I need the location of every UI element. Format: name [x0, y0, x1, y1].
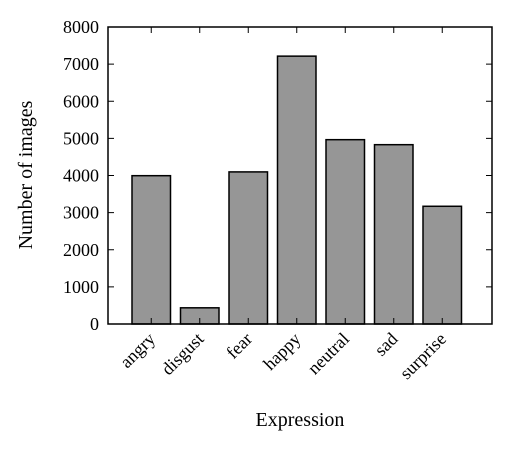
- y-tick-label-7000: 7000: [63, 54, 99, 74]
- y-axis-label: Number of images: [15, 100, 37, 249]
- x-tick-label-disgust: disgust: [157, 329, 207, 379]
- bar-surprise: [422, 205, 463, 325]
- x-tick-label-sad: sad: [370, 329, 401, 360]
- bar-sad: [373, 143, 414, 325]
- bars-group: [131, 55, 463, 325]
- y-tick-label-1000: 1000: [63, 277, 99, 297]
- x-tick-label-neutral: neutral: [304, 329, 353, 378]
- y-axis-ticks: 0 1000 2000 3000 4000 5000 6000 7000 8000: [63, 17, 492, 334]
- y-tick-label-8000: 8000: [63, 17, 99, 37]
- y-tick-label-2000: 2000: [63, 240, 99, 260]
- bar-fear: [228, 171, 269, 325]
- y-tick-label-3000: 3000: [63, 203, 99, 223]
- bar-happy: [276, 55, 317, 325]
- y-tick-label-6000: 6000: [63, 91, 99, 111]
- bar-angry: [131, 174, 172, 325]
- y-tick-label-5000: 5000: [63, 128, 99, 148]
- x-tick-label-angry: angry: [116, 329, 159, 372]
- y-tick-label-4000: 4000: [63, 166, 99, 186]
- x-tick-label-happy: happy: [259, 329, 304, 374]
- x-tick-label-fear: fear: [222, 329, 256, 363]
- x-tick-label-surprise: surprise: [396, 329, 450, 383]
- y-tick-label-0: 0: [90, 314, 99, 334]
- x-axis-label: Expression: [256, 409, 345, 431]
- bar-neutral: [325, 138, 366, 325]
